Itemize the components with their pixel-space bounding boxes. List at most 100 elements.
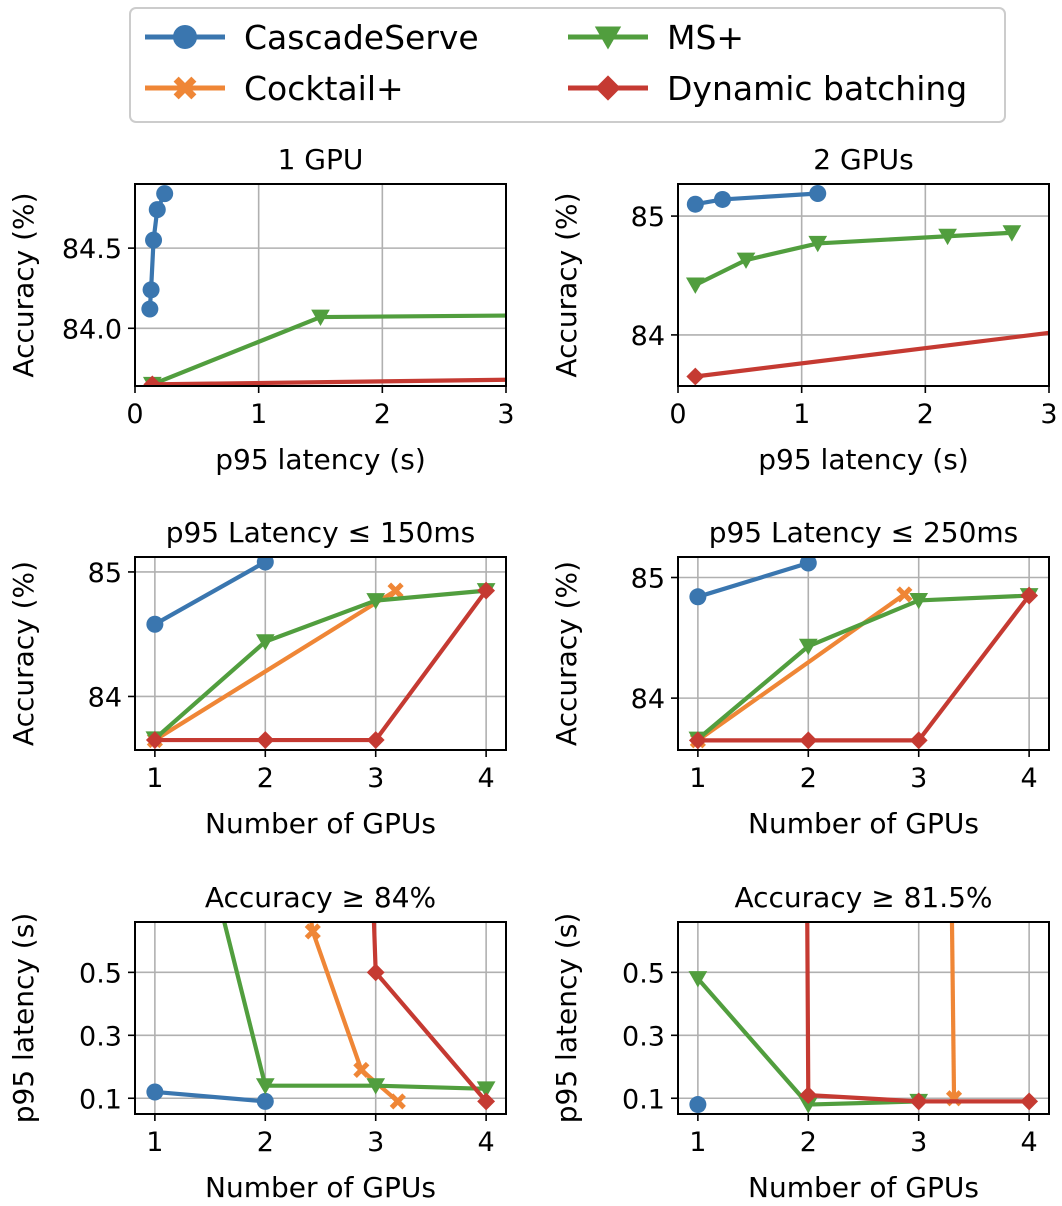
legend-marker-ms-plus bbox=[594, 26, 622, 50]
panel-4-title: p95 Latency ≤ 250ms bbox=[709, 516, 1019, 549]
panel-5-xtick-label-2: 3 bbox=[367, 1127, 384, 1158]
panel-2-series-ms-plus-point-3 bbox=[938, 228, 957, 246]
panel-6-xlabel: Number of GPUs bbox=[748, 1171, 979, 1204]
panel-4-series-ms-plus-line bbox=[696, 593, 1030, 741]
panel-4-series-dynamic-batching-point-2 bbox=[909, 731, 928, 750]
panel-5-series-dynamic-batching-line bbox=[371, 922, 488, 1103]
panel-3-plot-area bbox=[145, 557, 496, 749]
panel-2-series-cascadeserve-line bbox=[694, 191, 818, 207]
panel-5-title: Accuracy ≥ 84% bbox=[205, 881, 436, 914]
panel-5-ytick-label-2: 0.5 bbox=[79, 958, 122, 989]
panel-6-series-cascadeserve-point-0 bbox=[689, 1096, 707, 1114]
panel-3-series-dynamic-batching-line bbox=[154, 589, 488, 743]
panel-4-series-ms-plus-point-1 bbox=[798, 638, 818, 656]
legend-frame bbox=[129, 7, 1006, 123]
panel-5-series-ms-plus-line bbox=[222, 922, 487, 1091]
panel-1-xlabel: p95 latency (s) bbox=[215, 443, 426, 476]
panel-3-series-ms-plus-point-2 bbox=[366, 593, 386, 610]
panel-6-xtick-label-0: 1 bbox=[689, 1127, 706, 1158]
panel-3-xtick-label-2: 3 bbox=[367, 763, 384, 794]
panel-2-ytick-label-1: 85 bbox=[631, 202, 665, 233]
panel-2-series-cascadeserve-point-1 bbox=[714, 190, 732, 208]
panel-3: 1 2 3 4 84 85 p95 Latency ≤ 150ms Number of GPU… bbox=[7, 516, 507, 840]
panel-3-xtick-label-1: 2 bbox=[257, 763, 274, 794]
panel-3-series-dynamic-batching-point-2 bbox=[366, 731, 385, 749]
legend: CascadeServe Cocktail+ MS+ Dynamic batching bbox=[129, 7, 1006, 123]
panel-1-series-dynamic-batching-point-1 bbox=[509, 371, 527, 389]
panel-6-xtick-label-2: 3 bbox=[910, 1127, 927, 1158]
panel-4-frame bbox=[677, 556, 1050, 751]
panel-5-ylabel: p95 latency (s) bbox=[7, 913, 40, 1124]
panel-2-series-dynamic-batching-line bbox=[695, 330, 1049, 379]
panel-5-xtick-label-3: 4 bbox=[478, 1127, 495, 1158]
panel-2-xtick-label-3: 3 bbox=[1040, 399, 1057, 430]
panel-4-series-dynamic-batching-point-1 bbox=[799, 731, 818, 750]
panel-5-series-cocktail-plus-point-1 bbox=[353, 1061, 370, 1079]
panel-5-series-cocktail-plus-line bbox=[309, 922, 400, 1103]
panel-2-plot-area bbox=[685, 185, 1049, 386]
panel-4-xtick-label-2: 3 bbox=[910, 763, 927, 794]
panel-5-ytick-label-1: 0.3 bbox=[79, 1021, 122, 1052]
panel-1-xtick-label-2: 2 bbox=[374, 399, 391, 430]
panel-1-xtick-label-3: 3 bbox=[497, 399, 514, 430]
panel-1-title: 1 GPU bbox=[278, 143, 364, 176]
panel-2-xtick-label-1: 1 bbox=[793, 399, 810, 430]
panel-1-ylabel: Accuracy (%) bbox=[7, 192, 40, 377]
panel-4-ylabel: Accuracy (%) bbox=[550, 561, 583, 746]
panel-4: 1 2 3 4 84 85 p95 Latency ≤ 250ms Number of GPU… bbox=[550, 516, 1050, 840]
panel-2-xtick-label-2: 2 bbox=[917, 399, 934, 430]
panel-1-series-cascadeserve-point-2 bbox=[145, 231, 163, 249]
legend-entry-ms-plus: MS+ bbox=[568, 18, 744, 57]
panel-6: 1 2 3 4 0.1 0.3 0.5 Accuracy ≥ 81.5% Number of G… bbox=[550, 881, 1050, 1204]
panel-1-series-cascadeserve-point-4 bbox=[156, 185, 174, 203]
panel-3-ytick-label-0: 84 bbox=[88, 682, 122, 713]
panel-6-ytick-label-0: 0.1 bbox=[622, 1084, 665, 1115]
panel-4-xtick-label-1: 2 bbox=[800, 763, 817, 794]
panel-5-series-cocktail-plus-point-0 bbox=[304, 923, 321, 940]
panel-5-series-cascadeserve-point-0 bbox=[146, 1083, 164, 1101]
panel-6-plot-area bbox=[688, 922, 1039, 1114]
panel-4-series-ms-plus-point-2 bbox=[909, 592, 929, 610]
panel-3-xtick-label-0: 1 bbox=[146, 763, 163, 794]
panel-6-series-ms-plus-point-0 bbox=[688, 971, 708, 988]
panel-1-plot-area bbox=[141, 185, 528, 389]
panel-6-ylabel: p95 latency (s) bbox=[550, 913, 583, 1124]
panel-6-xtick-label-3: 4 bbox=[1021, 1127, 1038, 1158]
panel-4-series-dynamic-batching-point-0 bbox=[688, 731, 707, 750]
panel-3-series-cascadeserve-point-1 bbox=[256, 557, 274, 571]
panel-2-series-ms-plus-point-2 bbox=[808, 235, 828, 253]
panel-1-series-cascadeserve-point-1 bbox=[142, 281, 160, 299]
panel-6-ytick-label-2: 0.5 bbox=[622, 958, 665, 989]
panel-2-series-dynamic-batching-point-0 bbox=[686, 367, 705, 386]
legend-label-cascadeserve: CascadeServe bbox=[244, 18, 479, 57]
panel-5-series-cascadeserve-point-1 bbox=[256, 1092, 274, 1110]
panel-4-series-cascadeserve-point-1 bbox=[799, 557, 817, 572]
panel-3-series-cocktail-plus-point-1 bbox=[387, 582, 404, 599]
panel-1-ytick-label-1: 84.5 bbox=[62, 234, 122, 265]
panel-1-ytick-label-0: 84.0 bbox=[62, 314, 122, 345]
panel-5-xlabel: Number of GPUs bbox=[205, 1171, 436, 1204]
panel-4-series-cocktail-plus-line bbox=[696, 592, 906, 743]
panel-1-series-ms-plus-point-2 bbox=[509, 308, 528, 324]
panel-3-series-ms-plus-line bbox=[153, 588, 487, 741]
panel-2-series-cascadeserve-point-2 bbox=[809, 185, 827, 203]
panel-2-series-ms-plus-point-4 bbox=[1002, 225, 1022, 242]
legend-marker-cocktail-plus bbox=[173, 76, 197, 100]
panel-3-ylabel: Accuracy (%) bbox=[7, 561, 40, 746]
panel-5-xtick-label-1: 2 bbox=[257, 1127, 274, 1158]
panel-1-frame bbox=[134, 183, 507, 387]
panel-5-series-cascadeserve-line bbox=[154, 1089, 266, 1104]
panel-5-series-ms-plus-point-2 bbox=[366, 1078, 386, 1095]
panel-2-series-ms-plus-point-1 bbox=[736, 252, 756, 269]
panel-3-ytick-label-1: 85 bbox=[88, 558, 122, 589]
panel-1-series-dynamic-batching-line bbox=[152, 377, 506, 386]
panel-6-series-ms-plus-point-1 bbox=[798, 1097, 818, 1114]
panel-3-series-dynamic-batching-point-3 bbox=[477, 581, 496, 600]
chart-panels: 0 1 2 3 84.0 84.5 1 GPU p95 latency (s) Accuracy… bbox=[7, 143, 1058, 1204]
panel-5-ytick-label-0: 0.1 bbox=[79, 1084, 122, 1115]
panel-3-series-dynamic-batching-point-1 bbox=[256, 731, 275, 749]
panel-6-series-dynamic-batching-point-3 bbox=[1020, 1092, 1039, 1111]
panel-2-xtick-label-0: 0 bbox=[669, 399, 686, 430]
panel-4-series-cocktail-plus-point-1 bbox=[896, 586, 913, 603]
